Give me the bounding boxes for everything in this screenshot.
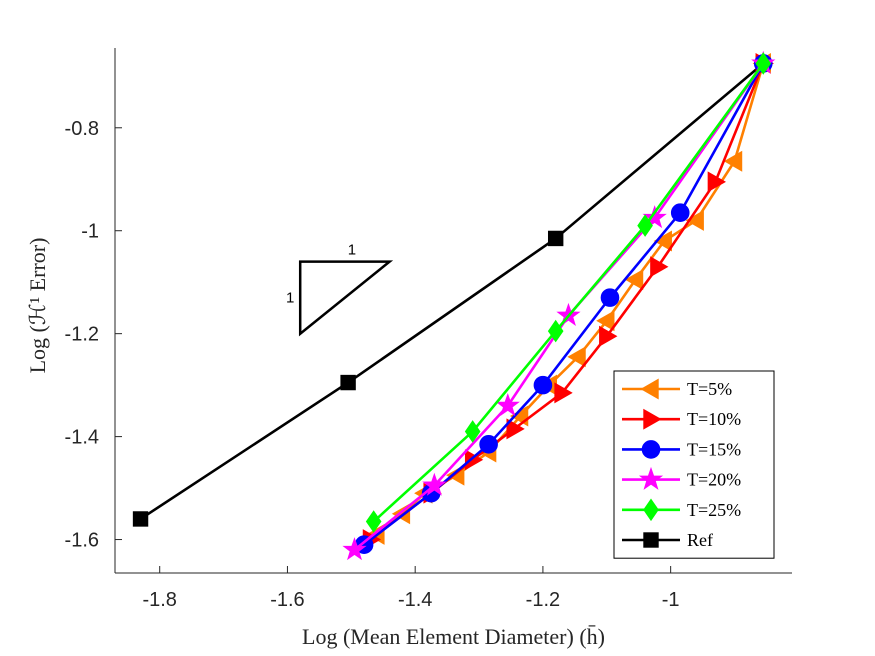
slope-rise-label: 1	[286, 290, 294, 307]
data-point-t-10	[650, 256, 669, 278]
legend-items: T=5% T=10% T=15% T=20% T=25% Ref	[622, 378, 741, 550]
x-tick-label: -1	[662, 589, 680, 611]
x-tick-label: -1.2	[526, 589, 560, 611]
data-point-t-10	[464, 449, 484, 471]
data-point-t-10	[506, 418, 525, 440]
data-point-t-15	[600, 288, 620, 307]
legend-swatch-marker	[643, 408, 662, 430]
x-axis-title: Log (Mean Element Diameter) (h̄)	[302, 624, 605, 649]
slope-triangle: 1 1	[286, 242, 394, 337]
x-tick-label: -1.8	[142, 589, 176, 611]
legend-swatch-marker	[641, 440, 661, 459]
legend-label: T=20%	[687, 470, 741, 490]
legend-item-t-20: T=20%	[622, 466, 741, 490]
x-tick-label: -1.6	[270, 589, 304, 611]
legend-item-t-10: T=10%	[622, 408, 741, 430]
y-axis-title: Log (ℋ¹ Error)	[25, 238, 50, 374]
data-point-t-20	[342, 537, 367, 561]
legend-item-t-15: T=15%	[622, 439, 741, 459]
y-ticks: -1.6 -1.4 -1.2 -1 -0.8	[65, 118, 122, 552]
legend-label: T=10%	[687, 409, 741, 429]
data-point-t-15	[533, 375, 553, 395]
data-point-t-5	[567, 346, 586, 368]
x-ticks: -1.8 -1.6 -1.4 -1.2 -1	[142, 566, 680, 611]
data-point-t-20	[642, 205, 667, 229]
data-point-t-20	[495, 392, 520, 417]
legend-item-t-5: T=5%	[622, 378, 732, 400]
series-line-ref	[139, 62, 765, 521]
y-tick-label: -1.6	[65, 530, 99, 552]
series-ref	[132, 55, 771, 527]
data-point-t-25	[547, 319, 564, 343]
data-point-ref	[132, 511, 149, 527]
legend: T=5% T=10% T=15% T=20% T=25% Ref	[613, 370, 775, 559]
data-point-t-25	[464, 420, 481, 443]
series-layer	[132, 50, 776, 561]
data-point-t-25	[755, 52, 772, 75]
y-tick-label: -0.8	[65, 118, 99, 140]
legend-label: T=15%	[687, 439, 741, 459]
data-point-ref	[340, 374, 356, 391]
y-tick-label: -1.4	[65, 427, 99, 449]
data-point-t-10	[554, 382, 573, 404]
data-point-t-15	[670, 203, 690, 223]
data-point-t-5	[596, 310, 615, 332]
legend-swatch-marker	[640, 378, 659, 400]
y-tick-label: -1.2	[65, 324, 99, 346]
y-tick-label: -1	[81, 221, 99, 243]
legend-item-t-25: T=25%	[622, 498, 741, 522]
legend-box	[613, 370, 775, 559]
data-point-ref	[547, 230, 564, 247]
slope-triangle-shape	[298, 260, 394, 337]
data-point-t-15	[479, 435, 498, 454]
data-point-t-10	[707, 171, 726, 193]
data-point-t-5	[723, 150, 743, 172]
x-tick-label: -1.4	[398, 589, 432, 611]
legend-swatch-marker	[638, 466, 664, 490]
data-point-t-20	[422, 472, 447, 496]
legend-item-ref: Ref	[622, 530, 713, 550]
slope-run-label: 1	[348, 242, 356, 259]
legend-swatch-marker	[643, 532, 659, 548]
data-point-t-25	[365, 510, 382, 533]
series-t-25	[365, 52, 772, 533]
plot-area: 1 1	[132, 50, 776, 561]
series-line-t-20	[353, 62, 765, 551]
data-point-t-10	[599, 325, 618, 347]
legend-label: T=5%	[687, 379, 732, 399]
legend-swatch-marker	[643, 498, 659, 522]
legend-label: Ref	[687, 530, 713, 550]
data-point-t-5	[685, 209, 704, 231]
axes: -1.8 -1.6 -1.4 -1.2 -1 -1.6 -1.4 -1.2 -1 -0.8 Lo…	[25, 48, 792, 649]
data-point-t-5	[624, 269, 644, 291]
data-point-t-5	[653, 230, 672, 252]
data-point-t-25	[637, 214, 653, 237]
legend-label: T=25%	[687, 500, 741, 520]
